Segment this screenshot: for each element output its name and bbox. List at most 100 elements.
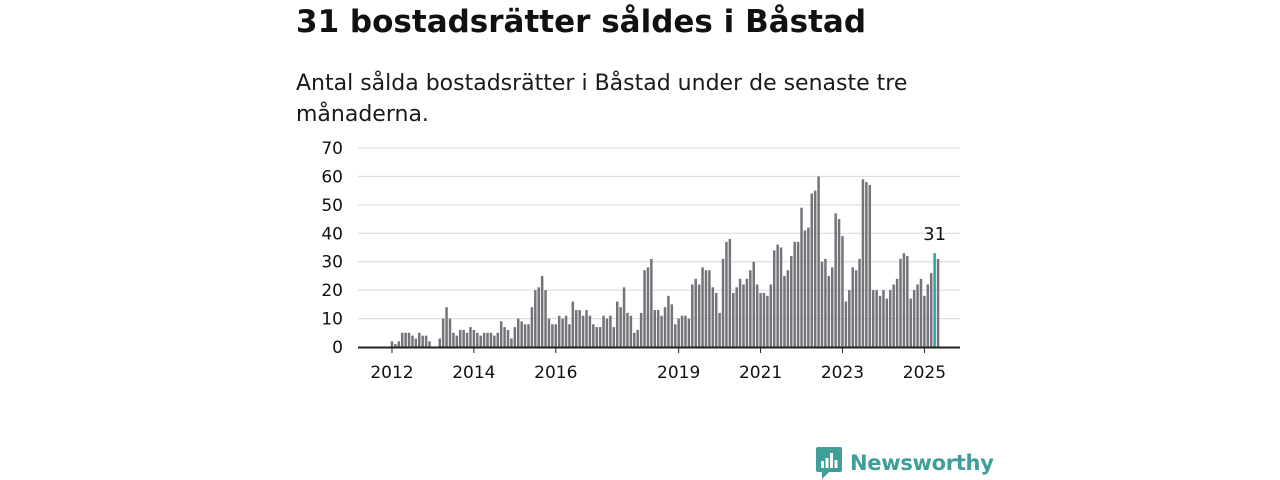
x-tick-label: 2023 — [821, 363, 864, 383]
bar — [745, 278, 749, 347]
highlight-value-label: 31 — [923, 224, 946, 245]
bar — [772, 250, 776, 347]
newsworthy-logo-text: Newsworthy — [850, 451, 994, 475]
bar — [742, 284, 745, 347]
bar — [858, 258, 861, 347]
bar — [663, 307, 667, 347]
bar — [834, 213, 837, 347]
bar — [653, 310, 657, 347]
bar — [448, 318, 452, 347]
bar — [557, 315, 561, 347]
bar — [807, 227, 810, 347]
bar — [735, 287, 738, 347]
bar — [848, 290, 851, 347]
bar — [803, 230, 807, 347]
highlight-bar — [933, 253, 936, 347]
bar — [786, 270, 790, 347]
bar — [530, 307, 534, 347]
x-tick-label: 2014 — [452, 363, 495, 383]
bar — [820, 261, 824, 347]
bar — [779, 247, 783, 347]
y-tick-label: 70 — [321, 139, 343, 159]
y-tick-label: 40 — [321, 224, 343, 244]
bar — [755, 284, 759, 347]
bar — [646, 267, 650, 347]
bar — [813, 190, 817, 347]
bar — [513, 327, 517, 347]
bar — [609, 315, 612, 347]
bar — [889, 290, 892, 347]
x-axis-ticks: 2012 2014 2016 2019 2021 2023 2025 — [370, 348, 946, 383]
bar — [421, 335, 424, 347]
gridlines — [358, 147, 960, 320]
x-tick-label: 2012 — [370, 363, 413, 383]
bar — [650, 258, 653, 347]
bar — [684, 315, 687, 347]
bar — [428, 341, 431, 347]
bar — [929, 273, 933, 347]
bar — [544, 290, 547, 347]
bar — [882, 290, 885, 347]
bar — [390, 341, 394, 347]
bar — [551, 324, 554, 347]
bar — [506, 329, 510, 347]
bar — [486, 332, 489, 347]
bar — [489, 332, 493, 347]
bar — [397, 341, 401, 347]
bar — [479, 335, 482, 347]
bars — [390, 176, 940, 347]
bar — [496, 332, 500, 347]
bar — [708, 270, 711, 347]
bar — [414, 338, 418, 347]
bar — [906, 256, 909, 347]
bar — [503, 327, 506, 347]
bar — [527, 324, 530, 347]
bar — [871, 290, 875, 347]
bar — [793, 241, 796, 347]
bar — [547, 318, 551, 347]
bar — [404, 332, 407, 347]
bar — [418, 332, 421, 347]
bar — [571, 301, 575, 347]
bar — [912, 290, 916, 347]
bar — [762, 292, 766, 347]
bar — [776, 244, 779, 347]
bar — [687, 318, 691, 347]
bar — [916, 284, 919, 347]
y-tick-label: 0 — [332, 338, 343, 358]
bar — [510, 338, 513, 347]
bar — [697, 284, 701, 347]
bar — [701, 267, 704, 347]
bar — [424, 335, 428, 347]
y-tick-label: 30 — [321, 253, 343, 273]
bar — [718, 312, 721, 347]
bar — [605, 318, 609, 347]
bar — [714, 292, 718, 347]
bar — [619, 307, 622, 347]
bar — [499, 321, 503, 347]
bar — [458, 329, 462, 347]
bar — [581, 315, 585, 347]
bar — [919, 278, 923, 347]
bar — [909, 298, 912, 347]
bar — [561, 318, 564, 347]
bar — [629, 315, 633, 347]
bar — [568, 324, 571, 347]
bar — [407, 332, 411, 347]
bar — [725, 241, 728, 347]
x-tick-label: 2025 — [903, 363, 946, 383]
bar — [759, 292, 762, 347]
bar — [472, 329, 476, 347]
bar — [469, 327, 472, 347]
x-tick-label: 2021 — [739, 363, 782, 383]
bar — [517, 318, 520, 347]
bar — [875, 290, 878, 347]
bar — [800, 207, 803, 347]
bar — [534, 290, 537, 347]
bar — [694, 278, 697, 347]
bar — [540, 275, 544, 347]
bar — [810, 193, 814, 347]
bar — [441, 318, 445, 347]
bar — [622, 287, 626, 347]
